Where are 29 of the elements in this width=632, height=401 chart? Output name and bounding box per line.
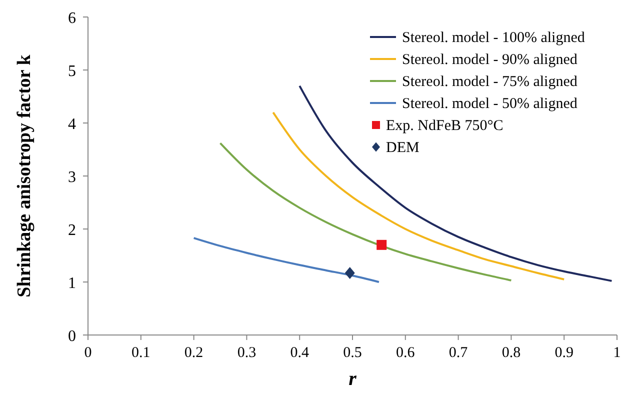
x-tick-label: 0.6 bbox=[396, 345, 416, 361]
y-tick-label: 5 bbox=[68, 63, 76, 80]
x-tick-label: 0.9 bbox=[554, 345, 574, 361]
y-tick-label: 0 bbox=[68, 328, 76, 345]
x-tick-label: 0.8 bbox=[502, 345, 521, 361]
legend-label: DEM bbox=[386, 140, 420, 156]
x-tick-label: 0.3 bbox=[237, 345, 256, 361]
y-tick-label: 3 bbox=[68, 169, 76, 186]
legend-label: Stereol. model - 100% aligned bbox=[402, 30, 586, 46]
y-axis-title: Shrinkage anisotropy factor k bbox=[14, 54, 35, 298]
x-axis-title: r bbox=[348, 368, 357, 390]
legend-label: Stereol. model - 75% aligned bbox=[402, 74, 578, 90]
legend-label: Stereol. model - 90% aligned bbox=[402, 52, 578, 68]
legend-label: Exp. NdFeB 750°C bbox=[386, 118, 504, 134]
x-tick-label: 0.2 bbox=[184, 345, 204, 361]
y-tick-label: 2 bbox=[68, 222, 76, 239]
x-tick-label: 0.4 bbox=[290, 345, 310, 361]
x-tick-label: 1 bbox=[613, 345, 621, 361]
x-tick-label: 0.5 bbox=[343, 345, 362, 361]
line-series bbox=[219, 142, 512, 282]
y-tick-label: 1 bbox=[68, 275, 76, 292]
y-tick-label: 6 bbox=[68, 10, 76, 27]
x-tick-label: 0 bbox=[84, 345, 92, 361]
x-tick-label: 0.7 bbox=[448, 345, 468, 361]
line-series bbox=[272, 111, 566, 280]
line-series bbox=[192, 237, 380, 283]
legend-label: Stereol. model - 50% aligned bbox=[402, 96, 578, 112]
y-tick-label: 4 bbox=[68, 116, 76, 133]
x-tick-label: 0.1 bbox=[132, 345, 150, 361]
